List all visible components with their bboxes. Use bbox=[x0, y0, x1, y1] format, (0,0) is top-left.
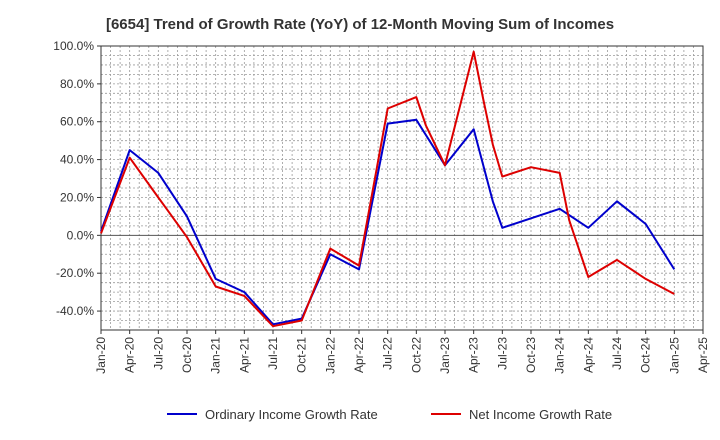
y-tick-label: 80.0% bbox=[60, 77, 94, 91]
x-tick-label: Oct-22 bbox=[409, 337, 423, 373]
x-tick-label: Jan-21 bbox=[209, 337, 223, 374]
y-tick-label: 20.0% bbox=[60, 190, 94, 204]
series-layer bbox=[100, 50, 676, 328]
y-tick-label: 0.0% bbox=[67, 228, 95, 242]
x-tick-label: Jan-24 bbox=[553, 337, 567, 374]
legend: Ordinary Income Growth Rate Net Income Gr… bbox=[167, 407, 612, 422]
x-tick-label: Oct-23 bbox=[524, 337, 538, 373]
chart-title: [6654] Trend of Growth Rate (YoY) of 12-… bbox=[106, 16, 614, 33]
legend-label: Net Income Growth Rate bbox=[469, 407, 612, 422]
grid-layer bbox=[101, 46, 703, 330]
x-tick-label: Apr-20 bbox=[123, 337, 137, 373]
axis-layer: 100.0% 80.0% 60.0% 40.0% 20.0% 0.0% -20.0% -40.… bbox=[53, 39, 710, 374]
x-tick-label: Jul-20 bbox=[151, 337, 165, 370]
y-tick-label: 40.0% bbox=[60, 153, 94, 167]
x-tick-label: Jul-21 bbox=[266, 337, 280, 370]
x-tick-label: Apr-21 bbox=[237, 337, 251, 373]
series-line-net-income bbox=[100, 50, 675, 328]
plot-frame bbox=[100, 45, 704, 331]
x-tick-label: Jul-22 bbox=[381, 337, 395, 370]
x-tick-label: Apr-23 bbox=[467, 337, 481, 373]
y-tick-label: 100.0% bbox=[53, 39, 94, 53]
x-tick-label: Apr-25 bbox=[696, 337, 710, 373]
x-tick-label: Apr-22 bbox=[352, 337, 366, 373]
x-tick-label: Jul-24 bbox=[610, 337, 624, 370]
x-tick-label: Oct-24 bbox=[639, 337, 653, 373]
x-tick-label: Jan-25 bbox=[667, 337, 681, 374]
legend-label: Ordinary Income Growth Rate bbox=[205, 407, 378, 422]
x-tick-label: Jul-23 bbox=[495, 337, 509, 370]
y-tick-label: 60.0% bbox=[60, 115, 94, 129]
x-tick-label: Oct-20 bbox=[180, 337, 194, 373]
x-tick-label: Apr-24 bbox=[581, 337, 595, 373]
x-tick-label: Jan-22 bbox=[323, 337, 337, 374]
x-tick-label: Oct-21 bbox=[295, 337, 309, 373]
y-tick-label: -20.0% bbox=[56, 266, 94, 280]
y-tick-label: -40.0% bbox=[56, 304, 94, 318]
x-tick-label: Jan-23 bbox=[438, 337, 452, 374]
x-tick-label: Jan-20 bbox=[94, 337, 108, 374]
series-line-ordinary-income bbox=[100, 118, 676, 326]
